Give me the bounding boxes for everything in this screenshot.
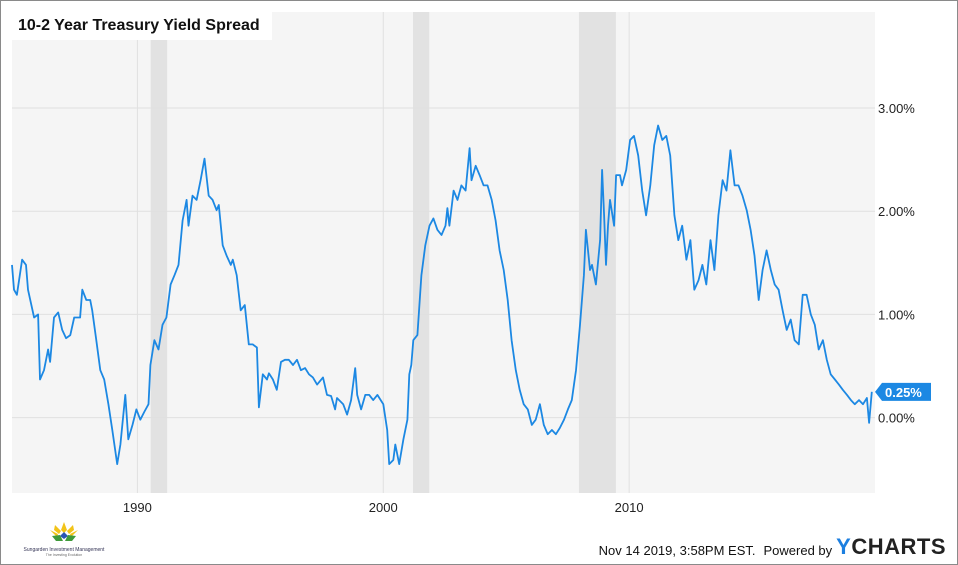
lotus-icon — [50, 522, 78, 541]
ycharts-logo[interactable]: YCHARTS — [836, 536, 946, 558]
footer: Nov 14 2019, 3:58PM EST. Powered by YCHA… — [598, 536, 946, 559]
logo-name: Sungarden Investment Management — [23, 547, 105, 553]
powered-by-text: Powered by — [763, 543, 833, 558]
x-tick-label: 2010 — [615, 500, 644, 515]
y-tick-label: 3.00% — [878, 101, 915, 116]
company-logo: Sungarden Investment Management The Inve… — [14, 520, 114, 557]
series-line — [11, 124, 873, 465]
last-value-label: 0.25% — [885, 385, 922, 400]
recession-band — [150, 12, 168, 493]
recession-band — [413, 12, 430, 493]
last-value-badge-shape — [875, 382, 931, 401]
y-tick-label: 0.00% — [878, 411, 915, 426]
ycharts-logo-y: Y — [836, 534, 852, 559]
ycharts-logo-text: CHARTS — [851, 534, 946, 559]
plot-area — [12, 12, 875, 493]
y-tick-label: 1.00% — [878, 307, 915, 322]
logo-tagline: The Investing Evolution — [45, 553, 83, 557]
chart-title: 10-2 Year Treasury Yield Spread — [12, 12, 272, 40]
x-tick-label: 1990 — [123, 500, 152, 515]
y-tick-label: 2.00% — [878, 204, 915, 219]
last-value-badge: 0.25% — [875, 382, 931, 401]
x-tick-label: 2000 — [369, 500, 398, 515]
timestamp: Nov 14 2019, 3:58PM EST. — [598, 543, 756, 558]
